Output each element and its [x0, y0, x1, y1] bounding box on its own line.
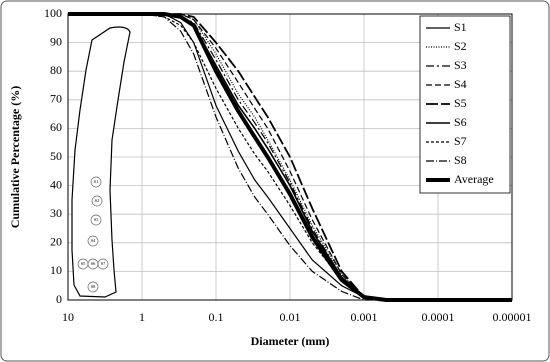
sample-label: S5 — [81, 261, 87, 266]
legend-label: S3 — [454, 58, 467, 72]
sample-marker — [87, 235, 99, 247]
y-tick-label: 50 — [50, 149, 62, 163]
y-tick-label: 70 — [50, 92, 62, 106]
y-tick-label: 80 — [50, 63, 62, 77]
x-tick-label: 0.0001 — [422, 310, 455, 324]
x-tick-label: 10 — [62, 310, 74, 324]
legend-label: S8 — [454, 153, 467, 167]
series-line — [68, 12, 512, 302]
x-tick-label: 1 — [139, 310, 145, 324]
legend-label: Average — [454, 172, 494, 186]
y-tick-label: 40 — [50, 177, 62, 191]
sample-label: S1 — [94, 179, 99, 184]
legend-label: S5 — [454, 96, 467, 110]
sample-marker — [97, 258, 109, 270]
sample-marker — [90, 176, 102, 188]
legend-label: S6 — [454, 115, 467, 129]
sample-label: S6 — [91, 261, 97, 266]
legend-label: S4 — [454, 77, 467, 91]
legend-label: S2 — [454, 39, 467, 53]
y-tick-label: 20 — [50, 235, 62, 249]
sample-label: S4 — [91, 238, 97, 243]
sample-label: S8 — [91, 284, 97, 289]
legend-label: S7 — [454, 134, 467, 148]
sample-marker — [90, 214, 102, 226]
y-tick-label: 10 — [50, 263, 62, 277]
sample-marker — [87, 281, 99, 293]
sample-label: S2 — [95, 198, 100, 203]
series-line — [68, 13, 512, 301]
x-tick-label: 0.01 — [280, 310, 301, 324]
x-tick-label: 0.1 — [209, 310, 224, 324]
sample-outline — [71, 26, 131, 298]
y-tick-label: 0 — [56, 292, 62, 306]
plot-border — [67, 13, 513, 301]
x-axis-title: Diameter (mm) — [251, 334, 330, 348]
y-tick-label: 100 — [44, 6, 62, 20]
y-tick-label: 60 — [50, 120, 62, 134]
sample-label: S3 — [94, 217, 100, 222]
sample-marker — [91, 195, 103, 207]
sample-label: S7 — [101, 261, 107, 266]
y-tick-label: 90 — [50, 34, 62, 48]
legend-label: S1 — [454, 20, 467, 34]
x-tick-label: 0.001 — [351, 310, 378, 324]
x-tick-label: 0.00001 — [493, 310, 532, 324]
inset: S1 S2 S3 S4 S5 S6 S7 S8 — [71, 26, 131, 298]
y-axis-title: Cumulative Percentage (%) — [8, 86, 22, 228]
y-tick-label: 30 — [50, 206, 62, 220]
